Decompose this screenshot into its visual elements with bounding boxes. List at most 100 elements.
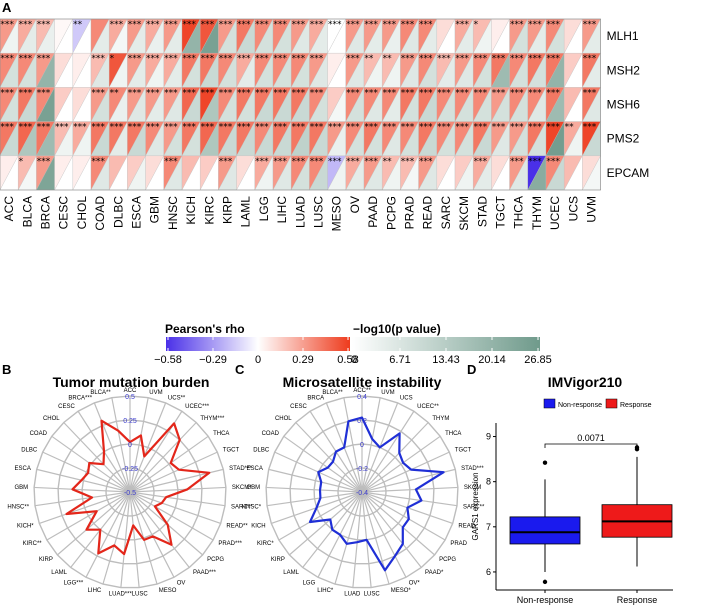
radar-axis-label: UCS (400, 395, 413, 401)
cancer-label: PAAD (366, 196, 380, 228)
significance-label: *** (328, 157, 342, 167)
heatmap: *** *** *** ** * ** * ** * ** * ** * ** * ** * ** * ** * ** * *… (0, 18, 650, 231)
cancer-label: BLCA (20, 196, 34, 227)
radar-axis-label: TGCT (223, 448, 240, 454)
x-tick-label: Non-response (517, 595, 574, 605)
significance-label: *** (164, 123, 178, 133)
radar-grid-ring (289, 419, 435, 565)
significance-label: *** (91, 157, 105, 167)
radar-axis-label: LUAD*** (109, 592, 133, 598)
legend-label-response: Response (620, 402, 652, 409)
radar-axis-label: BLCA** (322, 390, 343, 396)
rho-colorbar (166, 337, 350, 351)
significance-label: *** (401, 157, 415, 167)
radar-axis-label: MESO (159, 588, 177, 594)
significance-label: *** (510, 20, 524, 30)
radar-axis-label: PRAD (450, 541, 467, 547)
radar-axis-label: LUSC (364, 592, 381, 598)
significance-label: *** (401, 123, 415, 133)
radar-axis-label: SARC** (231, 505, 253, 511)
radar-axis-label: THCA (445, 431, 461, 437)
radar-axis-label: UVM (149, 390, 162, 396)
significance-label: *** (383, 123, 397, 133)
gene-label: MLH1 (607, 29, 639, 43)
radar-spoke (361, 397, 381, 493)
significance-label: *** (528, 88, 542, 98)
significance-label: *** (401, 20, 415, 30)
significance-label: *** (37, 157, 51, 167)
box-title: IMVigor210 (548, 374, 623, 390)
panel-d-letter: D (467, 362, 476, 377)
radar-spoke (129, 491, 190, 568)
cancer-label: ACC (2, 196, 16, 222)
significance-label: *** (255, 88, 269, 98)
radar-axis-label: CHOL (43, 416, 60, 422)
significance-label: *** (492, 88, 506, 98)
significance-label: *** (474, 54, 488, 64)
radar-axis-label: SKCM* (232, 485, 252, 491)
significance-label: *** (255, 54, 269, 64)
radar-tick-label: -0.4 (356, 490, 368, 497)
y-tick-label: 6 (486, 567, 491, 577)
radar-spoke (334, 491, 363, 585)
significance-label: *** (182, 54, 196, 64)
radar-spoke (361, 435, 441, 493)
significance-label: *** (583, 123, 597, 133)
radar-axis-label: BRCA*** (68, 395, 92, 401)
radar-tick-label: 0.2 (357, 418, 367, 425)
significance-label: *** (419, 157, 433, 167)
radar-axis-label: OV* (409, 581, 421, 587)
radar-spoke (266, 486, 363, 493)
significance-label: *** (182, 123, 196, 133)
cancer-label: HNSC (166, 196, 180, 230)
cancer-label: BRCA (39, 196, 53, 229)
radar-axis-label: ACC** (353, 388, 371, 394)
radar-axis-label: BRCA (307, 395, 324, 401)
significance-label: *** (237, 88, 251, 98)
radar-grid-ring (33, 395, 227, 589)
significance-label: *** (474, 88, 488, 98)
significance-label: *** (273, 88, 287, 98)
radar-spoke (361, 491, 435, 556)
radar-axis-label: KICH* (17, 523, 34, 529)
panel-a-letter: A (2, 0, 12, 15)
radar-grid-ring (265, 395, 459, 589)
significance-label: *** (510, 54, 524, 64)
pvalue-tick-label: 6.71 (389, 354, 410, 366)
significance-label: *** (528, 157, 542, 167)
significance-label: *** (292, 54, 306, 64)
significance-label: *** (328, 20, 342, 30)
significance-label: *** (310, 123, 324, 133)
significance-label: *** (0, 88, 14, 98)
significance-label: *** (364, 20, 378, 30)
significance-label: *** (292, 20, 306, 30)
cancer-label: DLBC (111, 196, 125, 228)
radar-tick-label: -0.5 (124, 490, 136, 497)
radar-tick-label: 0.25 (123, 418, 137, 425)
significance-label: *** (419, 54, 433, 64)
cancer-label: THYM (530, 196, 544, 230)
significance-label: *** (146, 123, 160, 133)
cancer-label: PRAD (403, 196, 417, 230)
significance-label: *** (383, 20, 397, 30)
cancer-label: LUAD (293, 196, 307, 228)
significance-label: *** (310, 157, 324, 167)
radar-spoke (129, 422, 197, 493)
significance-label: *** (346, 123, 360, 133)
significance-label: *** (346, 20, 360, 30)
radar-spoke (39, 491, 131, 524)
significance-label: *** (437, 54, 451, 64)
radar-axis-label: PRAD*** (218, 541, 242, 547)
radar-spoke (361, 422, 429, 493)
radar-spoke (361, 468, 456, 493)
significance-label: *** (510, 123, 524, 133)
significance-label: *** (346, 88, 360, 98)
radar-spoke (361, 491, 407, 578)
cancer-label: SARC (439, 196, 453, 230)
radar-axis-label: PCPG (207, 557, 224, 563)
radar-spoke (129, 491, 214, 541)
gene-label: EPCAM (607, 166, 650, 180)
rho-tick-label: 0 (255, 354, 261, 366)
cancer-label: TGCT (494, 195, 508, 228)
radar-axis-label: THCA (213, 431, 229, 437)
